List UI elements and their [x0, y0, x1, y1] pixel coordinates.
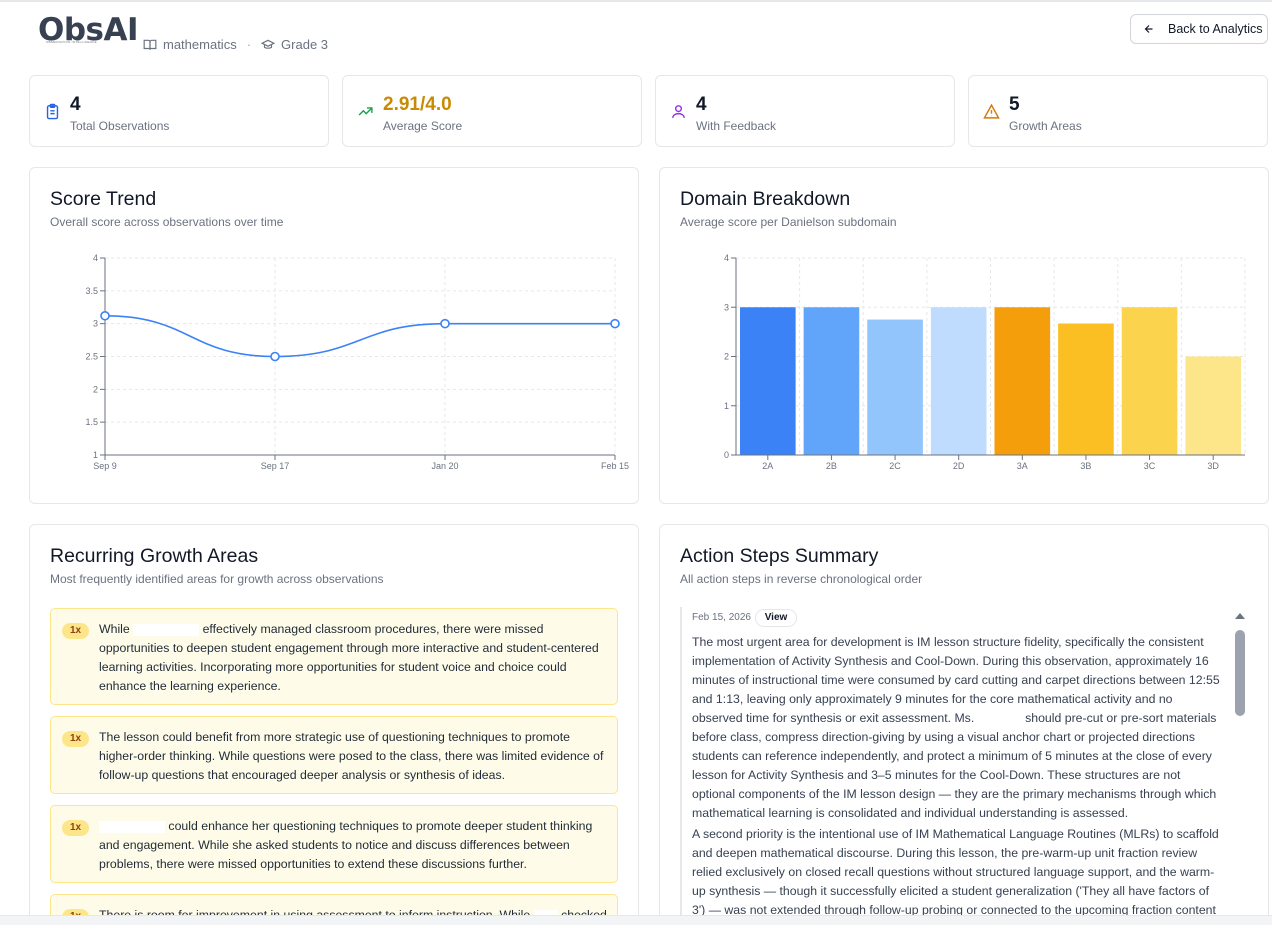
stat-card-growth-areas: 5 Growth Areas [968, 75, 1268, 147]
y-tick-label: 3 [724, 302, 729, 312]
app-logo: ObsAI [38, 12, 139, 48]
x-tick-label: 3A [1017, 461, 1028, 471]
count-badge: 1x [62, 731, 89, 747]
y-tick-label: 1.5 [85, 417, 98, 427]
stat-card-with-feedback: 4 With Feedback [655, 75, 955, 147]
bar-3d [1185, 356, 1241, 455]
bar-2a [740, 307, 796, 455]
observation-meta: mathematics · Grade 3 [143, 37, 328, 52]
growth-item: 1x While effectively managed classroom p… [50, 608, 618, 705]
action-steps-scrollbar[interactable] [1235, 613, 1245, 918]
stat-value: 5 [1009, 94, 1020, 115]
x-tick-label: Feb 15 [601, 461, 629, 471]
panel-subtitle: Most frequently identified areas for gro… [50, 572, 384, 586]
y-tick-label: 4 [724, 253, 729, 263]
grade-label: Grade 3 [281, 37, 329, 52]
bar-2b [803, 307, 860, 455]
y-tick-label: 3 [93, 319, 98, 329]
growth-areas-panel: Recurring Growth Areas Most frequently i… [29, 524, 639, 924]
subject-label: mathematics [163, 37, 237, 52]
growth-item: 1x could enhance her questioning techniq… [50, 805, 618, 883]
trending-up-icon [358, 107, 373, 116]
growth-text: could enhance her questioning techniques… [99, 819, 593, 871]
growth-text: The lesson could benefit from more strat… [99, 730, 604, 782]
data-point [440, 318, 450, 329]
count-badge: 1x [62, 623, 89, 639]
growth-text: While effectively managed classroom proc… [99, 622, 599, 693]
growth-item: 1x The lesson could benefit from more st… [50, 716, 618, 794]
redacted-name [133, 623, 200, 636]
x-tick-label: 3B [1080, 461, 1091, 471]
scroll-up-icon[interactable] [1235, 613, 1245, 619]
panel-subtitle: Average score per Danielson subdomain [680, 215, 897, 229]
panel-subtitle: All action steps in reverse chronologica… [680, 572, 923, 586]
bottom-border [0, 915, 1272, 925]
count-badge: 1x [62, 820, 89, 836]
user-icon [672, 105, 685, 118]
x-tick-label: Jan 20 [431, 461, 458, 471]
y-tick-label: 2 [93, 384, 98, 394]
action-step-text: The most urgent area for development is … [692, 635, 1220, 917]
bar-3b [1058, 323, 1114, 455]
domain-breakdown-chart: 0 1 2 3 4 2A 2B 2C 2D 3A 3B 3C 3D [724, 253, 1246, 471]
back-to-analytics-button[interactable]: Back to Analytics [1130, 14, 1268, 44]
action-steps-scroll-area[interactable]: Feb 15, 2026 View The most urgent area f… [680, 607, 1228, 917]
bar-2c [867, 319, 923, 455]
stat-label: Total Observations [70, 119, 170, 133]
book-icon [143, 39, 157, 50]
data-point [100, 310, 110, 321]
logo-tagline: OBSERVATION INTELLIGENCE [46, 40, 97, 44]
redacted-name [99, 820, 165, 833]
panel-title: Action Steps Summary [680, 545, 879, 567]
view-observation-button[interactable]: View [755, 609, 797, 627]
domain-breakdown-panel: Domain Breakdown Average score per Danie… [659, 167, 1269, 504]
arrow-left-icon [1144, 25, 1153, 33]
x-tick-label: 2D [953, 461, 965, 471]
score-trend-panel: Score Trend Overall score across observa… [29, 167, 639, 504]
scrollbar-thumb[interactable] [1235, 630, 1245, 716]
stat-card-average-score: 2.91/4.0 Average Score [342, 75, 642, 147]
score-line [104, 314, 615, 358]
x-tick-label: 2B [826, 461, 837, 471]
stat-label: Average Score [383, 119, 463, 133]
clipboard-icon [46, 103, 59, 120]
y-tick-label: 4 [93, 253, 98, 263]
graduation-cap-icon [261, 39, 276, 49]
x-tick-label: 3C [1144, 461, 1156, 471]
y-tick-label: 2 [724, 352, 729, 362]
panel-title: Domain Breakdown [680, 188, 851, 210]
redacted-name [977, 712, 1022, 725]
y-tick-label: 3.5 [85, 286, 98, 296]
score-trend-chart: 1 1.5 2 2.5 3 3.5 4 Sep 9 Sep 17 Jan 20 Feb 15 [85, 253, 629, 471]
warning-icon [983, 103, 1000, 119]
x-tick-label: 2C [889, 461, 901, 471]
x-tick-label: Sep 9 [93, 461, 117, 471]
x-tick-label: Sep 17 [261, 461, 290, 471]
back-button-label: Back to Analytics [1168, 22, 1263, 36]
stat-value: 4 [696, 94, 707, 115]
stat-value: 4 [70, 94, 81, 115]
stat-value: 2.91/4.0 [383, 94, 452, 115]
y-tick-label: 1 [724, 401, 729, 411]
stat-label: Growth Areas [1009, 119, 1082, 133]
x-tick-label: 2A [762, 461, 773, 471]
bar-3c [1121, 307, 1178, 455]
y-tick-label: 1 [93, 450, 98, 460]
top-border [0, 0, 1272, 2]
stat-card-total-observations: 4 Total Observations [29, 75, 329, 147]
y-tick-label: 0 [724, 450, 729, 460]
action-steps-panel: Action Steps Summary All action steps in… [659, 524, 1269, 924]
bar-2d [930, 307, 987, 455]
data-point [610, 318, 620, 329]
bar-3a [994, 307, 1051, 455]
panel-title: Recurring Growth Areas [50, 545, 259, 567]
y-tick-label: 2.5 [85, 352, 98, 362]
action-date: Feb 15, 2026 [692, 612, 751, 623]
x-tick-label: 3D [1207, 461, 1219, 471]
panel-subtitle: Overall score across observations over t… [50, 215, 284, 229]
data-point [270, 351, 280, 362]
stat-label: With Feedback [696, 119, 777, 133]
panel-title: Score Trend [50, 188, 157, 210]
